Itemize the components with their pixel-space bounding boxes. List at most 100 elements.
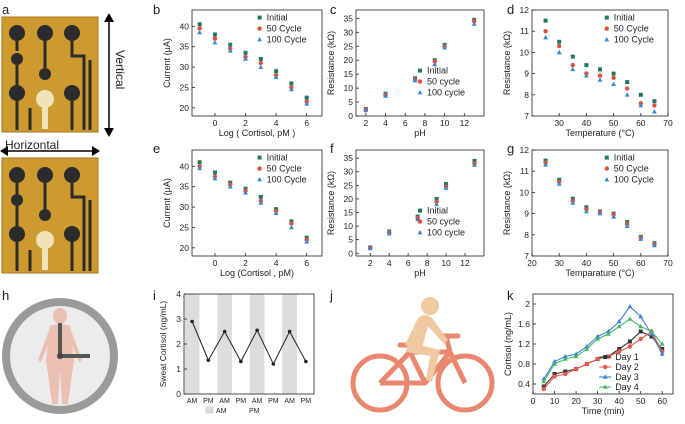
y-tick-label: 10 bbox=[520, 47, 530, 57]
y-tick-label: 35 bbox=[180, 42, 190, 52]
electrode-pad bbox=[11, 194, 23, 206]
data-point bbox=[616, 323, 622, 329]
y-tick-label: 1 bbox=[176, 364, 181, 374]
data-point bbox=[557, 43, 562, 49]
x-tick-label: 60 bbox=[636, 118, 646, 128]
x-tick-label: AM bbox=[252, 398, 263, 405]
legend-label: Initial bbox=[614, 13, 635, 23]
data-point bbox=[304, 359, 308, 364]
electrode-pad bbox=[64, 167, 80, 183]
data-point bbox=[239, 359, 243, 364]
legend-label: Initial bbox=[427, 206, 448, 216]
data-point bbox=[652, 109, 657, 114]
y-tick-label: 25 bbox=[180, 82, 190, 92]
y-tick-label: 35 bbox=[344, 153, 354, 163]
panel-letter-b: b bbox=[153, 2, 160, 17]
data-point bbox=[304, 239, 310, 244]
data-point bbox=[638, 323, 644, 329]
series-line bbox=[543, 330, 663, 387]
data-point bbox=[570, 54, 575, 59]
data-point bbox=[274, 69, 279, 74]
plot-frame bbox=[191, 149, 323, 257]
data-point bbox=[605, 331, 611, 336]
x-tick-label: 20 bbox=[527, 258, 537, 268]
x-tick-label: AM bbox=[284, 398, 295, 405]
data-point bbox=[304, 101, 310, 106]
data-point bbox=[434, 196, 439, 201]
legend-label: 50 cycle bbox=[427, 77, 460, 87]
y-tick-label: 0.4 bbox=[518, 379, 530, 389]
data-point bbox=[271, 362, 276, 366]
legend-marker bbox=[257, 177, 262, 182]
y-tick-label: 40 bbox=[180, 21, 190, 31]
data-point bbox=[595, 333, 601, 339]
x-tick-label: 30 bbox=[593, 396, 603, 406]
data-point bbox=[443, 185, 449, 190]
data-point bbox=[243, 56, 248, 61]
x-tick-label: 12 bbox=[460, 258, 470, 268]
am-band bbox=[249, 294, 265, 394]
x-axis-label: Log ( Cortisol, pM ) bbox=[219, 128, 296, 138]
data-point bbox=[649, 331, 654, 336]
data-point bbox=[617, 347, 622, 351]
y-tick-label: 20 bbox=[180, 243, 190, 253]
data-point bbox=[638, 102, 644, 108]
data-point bbox=[273, 210, 279, 215]
working-electrode bbox=[36, 231, 54, 249]
x-tick-label: PM bbox=[236, 398, 247, 405]
y-axis-label: Current (μA) bbox=[162, 178, 172, 228]
x-axis-label: pH bbox=[414, 268, 426, 278]
x-tick-label: 60 bbox=[636, 258, 646, 268]
legend-label: PM bbox=[249, 408, 260, 415]
am-band bbox=[184, 294, 200, 394]
y-tick-label: 0 bbox=[176, 389, 181, 399]
data-point bbox=[570, 62, 575, 68]
panel-letter-i: i bbox=[153, 288, 156, 303]
data-point bbox=[197, 26, 202, 31]
data-point bbox=[228, 42, 233, 47]
horizontal-arrow bbox=[0, 146, 100, 156]
y-axis-label: Resistance (kΩ) bbox=[502, 31, 512, 95]
data-point bbox=[573, 353, 579, 359]
legend-label: 100 cycle bbox=[427, 228, 465, 238]
x-tick-label: 2 bbox=[243, 118, 248, 128]
y-tick-label: 10 bbox=[520, 187, 530, 197]
legend-marker bbox=[257, 166, 262, 171]
plot-frame bbox=[355, 149, 485, 257]
x-tick-label: AM bbox=[187, 398, 198, 405]
data-point bbox=[652, 103, 657, 108]
legend-label: 100 Cycle bbox=[267, 175, 307, 185]
data-point bbox=[556, 49, 562, 55]
data-point bbox=[472, 158, 477, 163]
data-point bbox=[197, 22, 202, 27]
data-point bbox=[638, 236, 644, 241]
electrode-pad bbox=[37, 25, 53, 41]
data-point bbox=[556, 181, 562, 186]
series-line bbox=[191, 321, 307, 366]
plot-frame bbox=[191, 9, 323, 117]
legend-marker bbox=[417, 90, 423, 95]
plot-frame bbox=[531, 9, 669, 117]
data-point bbox=[638, 313, 644, 319]
x-tick-label: PM bbox=[203, 398, 214, 405]
x-tick-label: 70 bbox=[663, 258, 673, 268]
legend-marker bbox=[604, 155, 609, 160]
data-point bbox=[212, 40, 218, 45]
x-tick-label: 0 bbox=[531, 396, 536, 406]
x-tick-label: 2 bbox=[363, 118, 368, 128]
x-tick-label: 2 bbox=[243, 258, 248, 268]
rider-figure bbox=[405, 297, 448, 382]
data-point bbox=[625, 86, 630, 91]
legend-marker bbox=[603, 355, 608, 359]
legend-marker bbox=[418, 68, 422, 73]
data-point bbox=[190, 319, 194, 324]
y-tick-label: 9 bbox=[524, 209, 529, 219]
chart-k-cortisol-vs-time: 0 10 20 30 40 50 60 0.4 0.8 1.2 1.6 2 Time (min) Cort… bbox=[503, 293, 674, 416]
x-tick-label: 0 bbox=[213, 118, 218, 128]
data-point bbox=[258, 194, 263, 199]
data-point bbox=[197, 165, 203, 171]
data-point bbox=[616, 318, 622, 324]
y-tick-label: 30 bbox=[180, 202, 190, 212]
data-point bbox=[660, 347, 665, 351]
legend-marker bbox=[257, 26, 262, 31]
